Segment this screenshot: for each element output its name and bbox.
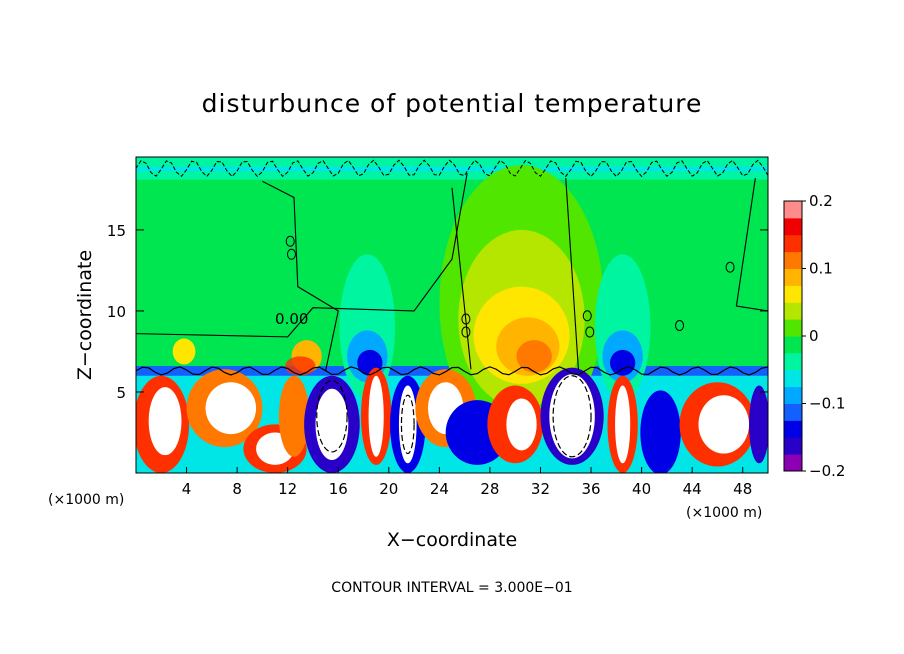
field-blob (615, 385, 631, 464)
field-blob (278, 375, 310, 457)
x-tick-label: 20 (379, 480, 398, 498)
colorbar-tick-label: 0.1 (809, 260, 833, 278)
field-blob (205, 382, 257, 435)
colorbar-swatch (784, 268, 802, 286)
x-tick-label: 4 (182, 480, 192, 498)
colorbar-tick-label: 0.2 (809, 192, 833, 210)
colorbar-ticks: 0.2 0.1 0 −0.1 −0.2 (802, 192, 845, 480)
x-axis: 4 8 12 16 20 24 28 32 36 40 44 48 (182, 467, 752, 498)
colorbar-swatch (784, 403, 802, 421)
field-blob (172, 338, 196, 365)
x-tick-label: 32 (531, 480, 550, 498)
field-band (136, 166, 768, 172)
y-axis-label: Z−coordinate (74, 250, 96, 380)
x-tick-label: 24 (430, 480, 449, 498)
contour-line (136, 159, 768, 178)
colorbar-tick-label: −0.2 (809, 462, 845, 480)
field-blob (506, 398, 537, 451)
field-blob (315, 388, 349, 461)
plot-frame (135, 156, 769, 474)
colorbar-swatch (784, 352, 802, 371)
contour-line (136, 173, 468, 338)
x-unit-label-right: (×1000 m) (686, 505, 762, 521)
x-tick-label: 16 (329, 480, 348, 498)
field-blob (698, 395, 750, 454)
contour-interval-note: CONTOUR INTERVAL = 3.000E−01 (331, 580, 572, 596)
colorbar-swatch (784, 369, 802, 388)
x-tick-label: 8 (232, 480, 242, 498)
colorbar-swatch (784, 420, 802, 438)
contour-line (451, 187, 472, 370)
field-blob (749, 385, 768, 464)
field-blob (516, 340, 552, 373)
colorbar-swatch (784, 285, 802, 303)
x-tick-label: 12 (278, 480, 297, 498)
contour-line (262, 180, 339, 372)
contour-line-negative (400, 394, 415, 455)
colorbar-swatch (784, 201, 802, 219)
field-blob (285, 356, 316, 376)
y-axis: 5 10 15 (107, 222, 768, 402)
colorbar-swatch (784, 217, 802, 236)
colorbar-tick-label: −0.1 (809, 395, 845, 413)
contour-label: 0.00 (275, 310, 308, 328)
colorbar-swatch (784, 454, 802, 472)
plot-area: 0.00 (136, 157, 768, 473)
contour-line (725, 261, 735, 273)
field-blob (549, 374, 595, 459)
x-unit-label: (×1000 m) (48, 492, 124, 508)
contour-line (461, 313, 471, 325)
contour-line (136, 366, 768, 376)
x-tick-label: 36 (581, 480, 600, 498)
contour-line (585, 326, 595, 338)
contour-line (582, 310, 592, 322)
contour-line-negative (316, 380, 348, 453)
colorbar-swatch (784, 234, 802, 253)
field-blob (610, 349, 636, 376)
field-blob (368, 375, 384, 457)
x-axis-label: X−coordinate (387, 529, 517, 551)
colorbar-swatch (784, 386, 802, 404)
y-tick-label: 5 (116, 384, 126, 402)
colorbar-swatch (784, 336, 802, 354)
contour-line (286, 248, 296, 260)
chart-title: disturbunce of potential temperature (202, 89, 703, 118)
x-tick-label: 48 (733, 480, 752, 498)
contour-line (461, 326, 471, 338)
contour-line (675, 320, 685, 332)
y-tick-label: 15 (107, 222, 126, 240)
contour-line-negative (552, 375, 592, 458)
contour-line (735, 177, 768, 312)
x-tick-label: 40 (632, 480, 651, 498)
x-tick-label: 28 (480, 480, 499, 498)
contour-line (565, 178, 579, 370)
colorbar-swatch (784, 437, 802, 455)
y-tick-label: 10 (107, 303, 126, 321)
x-tick-label: 44 (683, 480, 702, 498)
contour-line (285, 235, 295, 247)
colorbar-swatch (784, 251, 802, 269)
field-blob (640, 390, 681, 473)
colorbar-swatch (784, 319, 802, 337)
colorbar-swatch (784, 302, 802, 320)
colorbar-tick-label: 0 (809, 327, 819, 345)
field-blob (148, 387, 182, 456)
colorbar (783, 200, 803, 472)
